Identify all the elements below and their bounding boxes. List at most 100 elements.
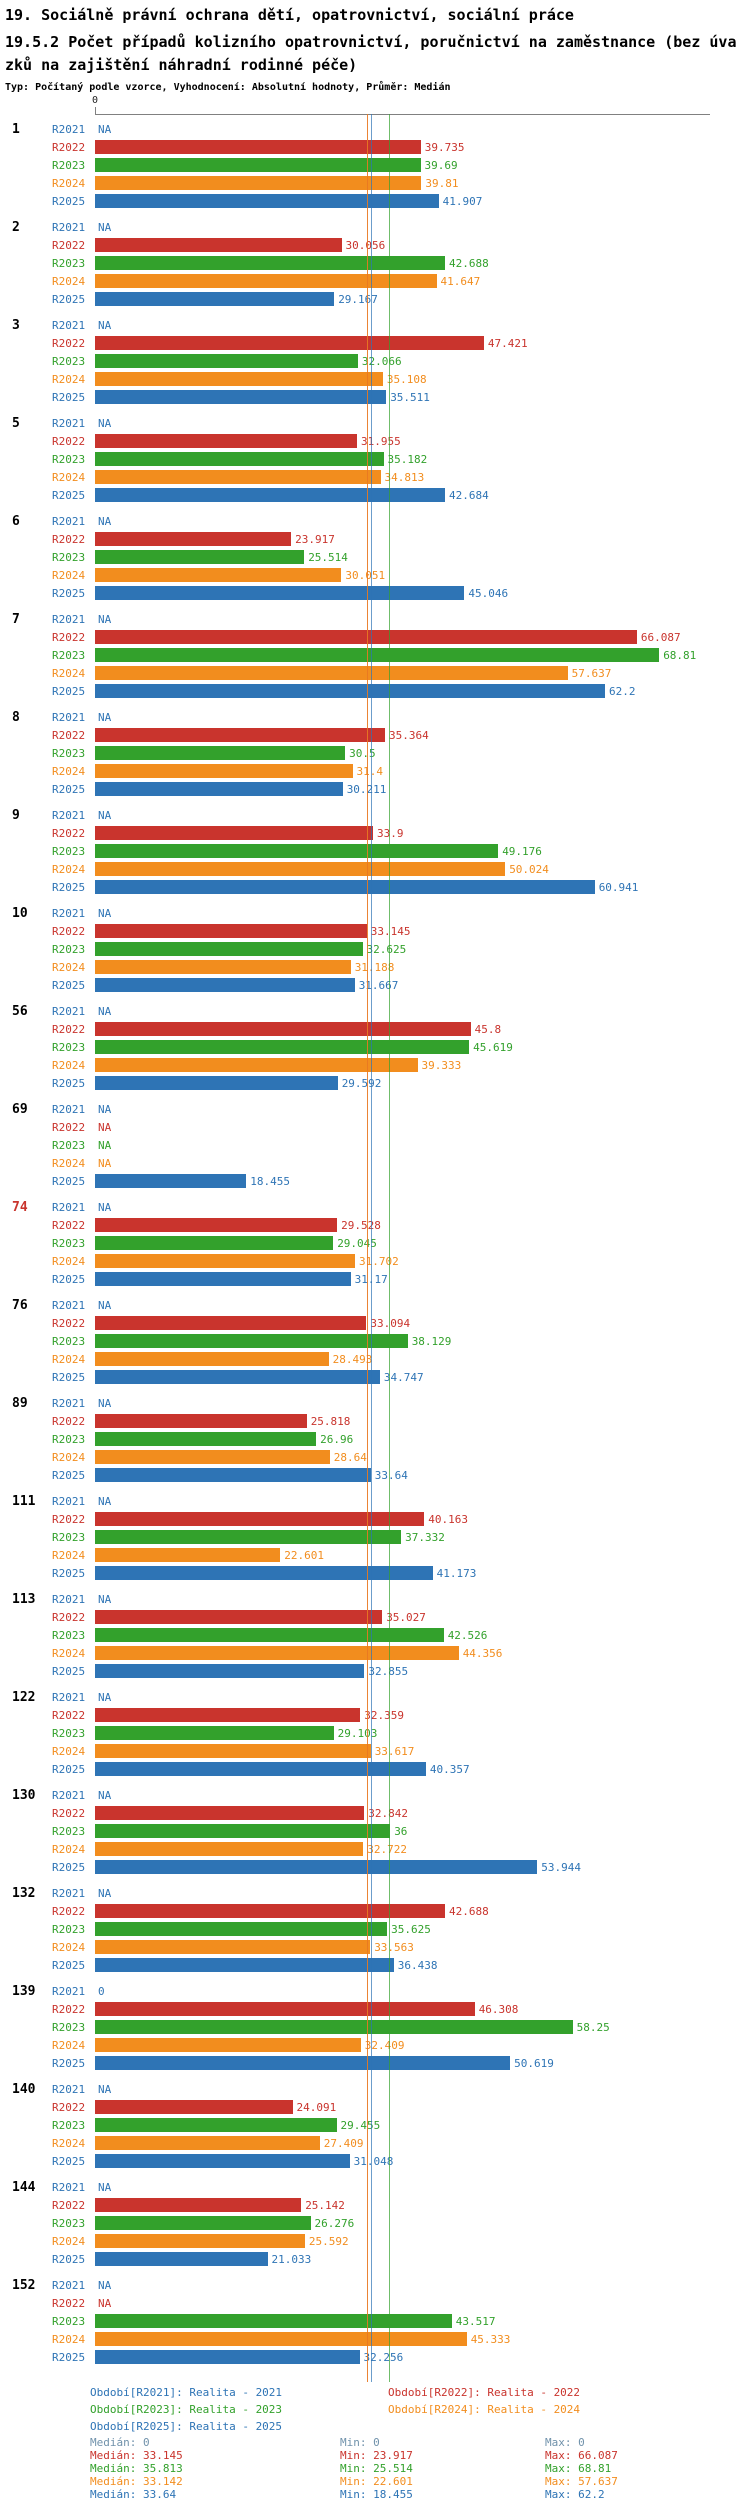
bar-R2023 [95,2216,311,2230]
series-label: R2021 [52,1789,86,1802]
series-label: R2023 [52,649,86,662]
bar-row: R2022 25.818 [0,1412,750,1430]
group-label: 111 [12,1494,36,1509]
bar-group-5: 5 R2021 NA R2022 31.955 R2023 35.182 R2024 34.81… [0,414,750,512]
group-label: 7 [12,612,20,627]
bar-row: R2025 34.747 [0,1368,750,1386]
series-label: R2022 [52,239,86,252]
series-label: R2024 [52,373,86,386]
bar-row: R2024 39.81 [0,174,750,192]
bar-row: R2024 31.4 [0,762,750,780]
bar-row: R2025 30.211 [0,780,750,798]
group-label: 10 [12,906,28,921]
bar-R2025 [95,684,605,698]
stat-max-R2025: Max: 62.2 [545,2488,605,2501]
stat-min-R2025: Min: 18.455 [340,2488,413,2501]
bar-R2022 [95,826,373,840]
bar-row: R2025 62.2 [0,682,750,700]
bar-R2022 [95,1022,471,1036]
value-label: 33.617 [374,1745,415,1758]
series-label: R2025 [52,391,86,404]
series-label: R2021 [52,417,86,430]
bar-R2022 [95,1414,307,1428]
value-label: NA [98,2083,112,2096]
bar-row: R2021 NA [0,1100,750,1118]
value-label: 45.333 [470,2333,511,2346]
bar-row: R2024 28.493 [0,1350,750,1368]
bar-R2025 [95,390,387,404]
bar-group-7: 7 R2021 NA R2022 66.087 R2023 68.81 R2024 57.637… [0,610,750,708]
bar-row: R2022 32.359 [0,1706,750,1724]
series-label: R2023 [52,1237,86,1250]
value-label: NA [98,907,112,920]
group-label: 5 [12,416,20,431]
series-label: R2024 [52,1843,86,1856]
series-label: R2023 [52,1433,86,1446]
stat-median-R2022: Medián: 33.145 [90,2449,183,2462]
bar-row: R2021 NA [0,218,750,236]
series-label: R2021 [52,1005,86,1018]
value-label: 30.5 [349,747,376,760]
value-label: NA [98,1299,112,1312]
value-label: 32.625 [366,943,407,956]
group-label: 1 [12,122,20,137]
bar-R2023 [95,1432,317,1446]
series-label: R2021 [52,1299,86,1312]
bar-R2022 [95,1512,425,1526]
median-line-R2024 [367,114,368,2382]
stat-min-R2024: Min: 22.601 [340,2475,413,2488]
bar-row: R2023 29.103 [0,1724,750,1742]
value-label: 35.027 [386,1611,426,1624]
bar-R2023 [95,1530,402,1544]
bar-row: R2025 42.684 [0,486,750,504]
value-label: 45.8 [474,1023,502,1036]
bar-row: R2022 32.842 [0,1804,750,1822]
series-label: R2025 [52,685,86,698]
group-label: 122 [12,1690,36,1705]
value-label: 53.944 [541,1861,582,1874]
value-label: 38.129 [411,1335,452,1348]
bar-row: R2023 29.045 [0,1234,750,1252]
bar-row: R2021 NA [0,1884,750,1902]
series-label: R2021 [52,711,86,724]
bar-row: R2023 35.182 [0,450,750,468]
series-label: R2025 [52,293,86,306]
bar-row: R2021 NA [0,2178,750,2196]
value-label: 30.056 [345,239,386,252]
series-label: R2021 [52,1887,86,1900]
series-label: R2025 [52,489,86,502]
legend-R2025: Období[R2025]: Realita - 2025 [90,2420,283,2433]
series-label: R2024 [52,275,86,288]
series-label: R2022 [52,1709,86,1722]
bar-row: R2023 68.81 [0,646,750,664]
series-label: R2023 [52,1629,86,1642]
bar-row: R2021 NA [0,1296,750,1314]
value-label: 34.813 [384,471,425,484]
bar-row: R2024 27.409 [0,2134,750,2152]
series-label: R2022 [52,337,86,350]
bar-row: R2022 47.421 [0,334,750,352]
value-label: NA [98,1139,112,1152]
value-label: 44.356 [462,1647,503,1660]
series-label: R2023 [52,1923,86,1936]
series-label: R2023 [52,747,86,760]
series-label: R2021 [52,907,86,920]
series-label: R2021 [52,2181,86,2194]
bar-group-152: 152 R2021 NA R2022 NA R2023 43.517 R2024 45.333 R… [0,2276,750,2374]
value-label: 31.667 [358,979,399,992]
bar-row: R2024 22.601 [0,1546,750,1564]
value-label: 25.514 [308,551,348,564]
series-label: R2025 [52,1861,86,1874]
series-label: R2022 [52,1905,86,1918]
bar-R2024 [95,764,353,778]
series-label: R2022 [52,1023,86,1036]
series-label: R2024 [52,961,86,974]
value-label: 31.4 [356,765,384,778]
bar-group-113: 113 R2021 NA R2022 35.027 R2023 42.526 R2024 44.… [0,1590,750,1688]
series-label: R2024 [52,1745,86,1758]
bar-row: R2023 26.276 [0,2214,750,2232]
series-label: R2022 [52,2003,86,2016]
value-label: 32.722 [367,1843,408,1856]
value-label: 60.941 [598,881,639,894]
